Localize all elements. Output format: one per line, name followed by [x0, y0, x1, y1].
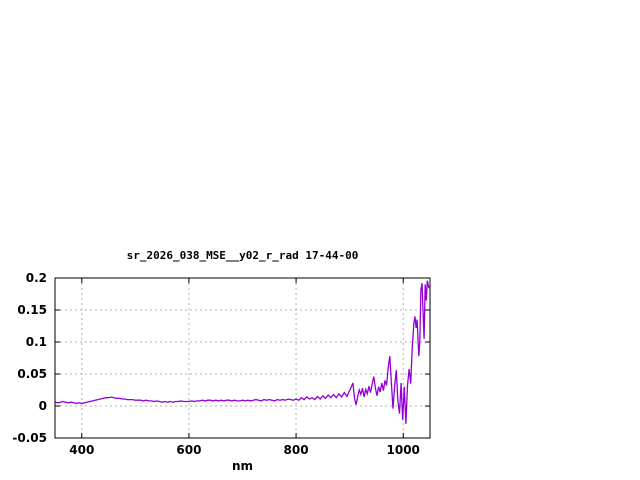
y-tick-label: -0.05: [12, 431, 47, 445]
x-axis-label: nm: [231, 459, 254, 473]
y-tick-label: 0.1: [26, 335, 47, 349]
plot-border: [54, 277, 431, 439]
y-tick-label: 0.05: [17, 367, 47, 381]
x-tick-label: 1000: [387, 443, 420, 457]
y-tick-label: 0: [39, 399, 47, 413]
y-tick-label: 0.15: [17, 303, 47, 317]
spectrum-line: [54, 280, 430, 424]
y-tick-label: 0.2: [26, 271, 47, 285]
x-tick-label: 600: [176, 443, 201, 457]
chart-title: sr_2026_038_MSE__y02_r_rad 17-44-00: [126, 249, 359, 262]
x-tick-label: 400: [69, 443, 94, 457]
x-tick-label: 800: [284, 443, 309, 457]
